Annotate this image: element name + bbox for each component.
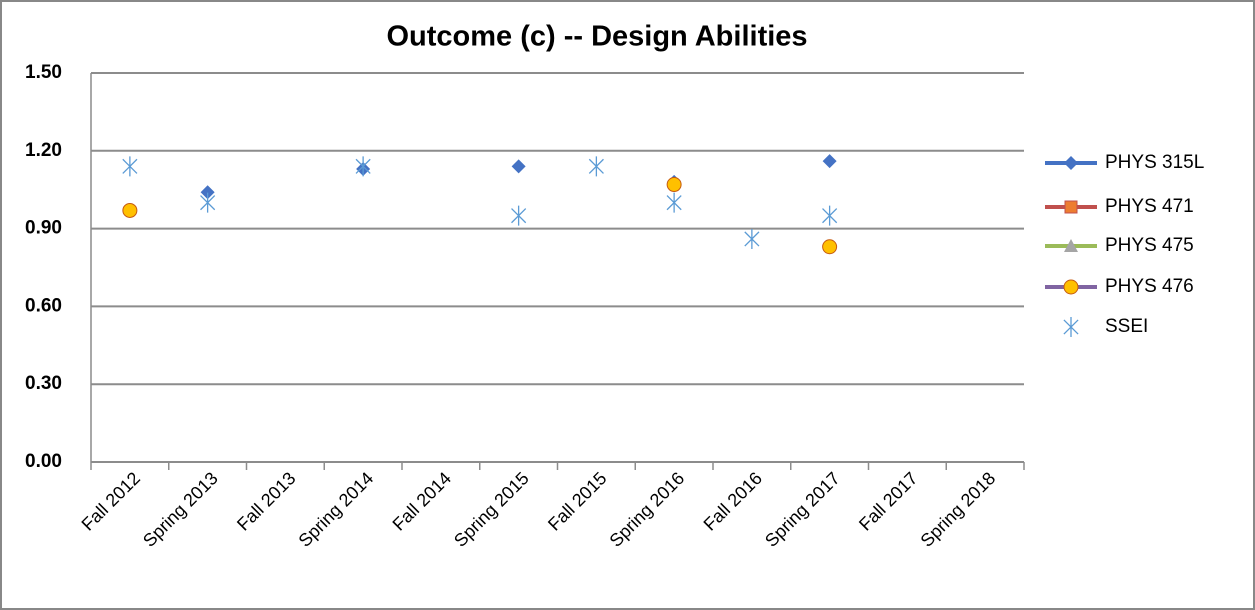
legend-marker xyxy=(1063,317,1079,337)
legend-label: PHYS 471 xyxy=(1105,196,1194,217)
data-point xyxy=(511,159,526,174)
y-tick-label: 0.90 xyxy=(25,218,62,239)
legend-label: PHYS 476 xyxy=(1105,276,1194,297)
data-point xyxy=(122,156,138,177)
legend-label: PHYS 475 xyxy=(1105,235,1194,256)
data-point xyxy=(355,156,371,177)
data-point xyxy=(822,239,838,255)
y-tick-label: 1.50 xyxy=(25,62,62,83)
legend-marker xyxy=(1064,239,1078,252)
legend-marker xyxy=(1063,279,1079,295)
legend-marker xyxy=(1064,156,1078,170)
data-point xyxy=(744,228,760,249)
data-point xyxy=(122,202,138,218)
chart-title: Outcome (c) -- Design Abilities xyxy=(386,21,807,53)
data-point xyxy=(822,154,837,169)
y-tick-label: 0.30 xyxy=(25,373,62,394)
y-tick-label: 0.60 xyxy=(25,295,62,316)
legend-label: SSEI xyxy=(1105,316,1148,337)
legend-label: PHYS 315L xyxy=(1105,152,1204,173)
data-point xyxy=(200,185,215,200)
y-tick-label: 1.20 xyxy=(25,140,62,161)
legend-marker xyxy=(1064,200,1078,214)
data-point xyxy=(588,156,604,177)
data-point xyxy=(822,205,838,226)
y-tick-label: 0.00 xyxy=(25,451,62,472)
data-point xyxy=(511,205,527,226)
data-point xyxy=(666,177,682,193)
data-point xyxy=(666,192,682,213)
data-point xyxy=(200,192,216,213)
